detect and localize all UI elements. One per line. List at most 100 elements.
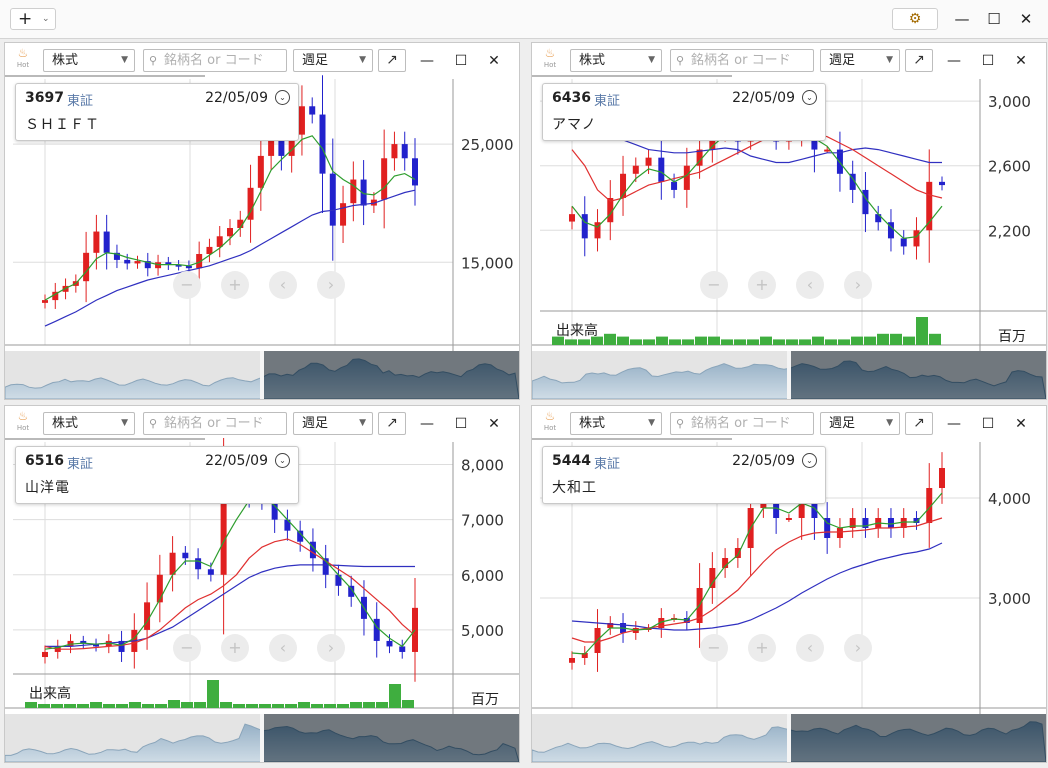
hot-button[interactable]: ♨ Hot xyxy=(539,47,561,73)
scroll-left-button[interactable]: ‹ xyxy=(796,634,824,662)
chevron-down-icon: ▼ xyxy=(121,418,128,428)
symbol-search-input[interactable]: ⚲ 銘柄名 or コード xyxy=(670,412,814,435)
chevron-down-icon[interactable]: ⌄ xyxy=(275,90,290,105)
panel-close-button[interactable]: ✕ xyxy=(488,53,500,69)
panel-minimize-button[interactable]: — xyxy=(420,416,434,432)
panel-close-button[interactable]: ✕ xyxy=(1015,416,1027,432)
period-select[interactable]: 週足 ▼ xyxy=(293,412,373,435)
panel-scroll-indicator xyxy=(5,75,205,77)
zoom-in-button[interactable]: + xyxy=(748,271,776,299)
chevron-down-icon[interactable]: ⌄ xyxy=(802,453,817,468)
candle xyxy=(386,640,393,647)
panel-minimize-button[interactable]: — xyxy=(947,416,961,432)
panel-close-button[interactable]: ✕ xyxy=(1015,53,1027,69)
window-maximize-button[interactable]: ☐ xyxy=(987,10,1001,28)
panel-maximize-button[interactable]: ☐ xyxy=(454,416,468,432)
volume-bar xyxy=(285,704,297,708)
volume-bar xyxy=(812,336,824,345)
volume-bar xyxy=(324,704,336,708)
market-select[interactable]: 株式 ▼ xyxy=(570,412,662,435)
market-select[interactable]: 株式 ▼ xyxy=(43,49,135,72)
volume-bar xyxy=(656,336,668,345)
volume-bar xyxy=(129,702,141,708)
zoom-out-button[interactable]: − xyxy=(700,271,728,299)
popout-button[interactable]: ↗ xyxy=(378,412,406,435)
window-minimize-button[interactable]: — xyxy=(954,10,970,28)
candle xyxy=(329,173,336,226)
symbol-search-input[interactable]: ⚲ 銘柄名 or コード xyxy=(143,49,287,72)
scroll-right-button[interactable]: › xyxy=(844,271,872,299)
zoom-in-button[interactable]: + xyxy=(221,634,249,662)
candle xyxy=(322,558,329,575)
period-select[interactable]: 週足 ▼ xyxy=(820,412,900,435)
window-close-button[interactable]: ✕ xyxy=(1019,10,1033,28)
panel-maximize-button[interactable]: ☐ xyxy=(454,53,468,69)
candle xyxy=(319,114,326,174)
overview-unselected xyxy=(532,351,788,399)
market-label: 東証 xyxy=(594,457,621,472)
stock-name: アマノ xyxy=(552,117,597,133)
symbol-search-input[interactable]: ⚲ 銘柄名 or コード xyxy=(143,412,287,435)
hot-button[interactable]: ♨ Hot xyxy=(12,47,34,73)
chevron-down-icon: ▼ xyxy=(886,418,893,428)
ma-long-line xyxy=(571,542,943,631)
stock-info-box: 6436 東証 22/05/09 ⌄ アマノ xyxy=(542,83,826,141)
panel-close-button[interactable]: ✕ xyxy=(488,416,500,432)
zoom-out-button[interactable]: − xyxy=(173,634,201,662)
scroll-right-button[interactable]: › xyxy=(844,634,872,662)
volume-unit-label: 百万 xyxy=(471,692,499,708)
panel-minimize-button[interactable]: — xyxy=(947,53,961,69)
candle xyxy=(607,198,614,223)
date-label: 22/05/09 xyxy=(205,453,268,469)
panel-maximize-button[interactable]: ☐ xyxy=(981,53,995,69)
y-tick-label: 3,000 xyxy=(988,590,1031,608)
volume-bar xyxy=(903,336,915,345)
candle xyxy=(849,518,856,528)
volume-bar xyxy=(747,339,759,345)
settings-button[interactable]: ⚙ xyxy=(892,8,938,30)
zoom-in-button[interactable]: + xyxy=(748,634,776,662)
overview-window xyxy=(263,351,519,399)
scroll-right-button[interactable]: › xyxy=(317,634,345,662)
candle xyxy=(185,265,192,269)
scroll-left-button[interactable]: ‹ xyxy=(269,634,297,662)
search-icon: ⚲ xyxy=(676,54,685,67)
market-select[interactable]: 株式 ▼ xyxy=(43,412,135,435)
chevron-down-icon[interactable]: ⌄ xyxy=(802,90,817,105)
chart-panel-6436: ♨ Hot 株式 ▼ ⚲ 銘柄名 or コード 週足 ▼ ↗ — ☐ ✕ 3,0… xyxy=(531,42,1047,400)
scroll-left-button[interactable]: ‹ xyxy=(269,271,297,299)
add-chart-button[interactable]: + ⌄ xyxy=(10,8,56,30)
candle xyxy=(80,640,87,644)
hot-button[interactable]: ♨ Hot xyxy=(539,410,561,436)
candle xyxy=(216,236,223,247)
hot-button[interactable]: ♨ Hot xyxy=(12,410,34,436)
candle xyxy=(155,262,162,269)
flame-icon: ♨ xyxy=(544,46,556,60)
popout-button[interactable]: ↗ xyxy=(905,49,933,72)
zoom-out-button[interactable]: − xyxy=(700,634,728,662)
y-tick-label: 15,000 xyxy=(461,254,514,272)
panel-minimize-button[interactable]: — xyxy=(420,53,434,69)
panel-maximize-button[interactable]: ☐ xyxy=(981,416,995,432)
candle xyxy=(175,264,182,267)
period-select[interactable]: 週足 ▼ xyxy=(820,49,900,72)
panel-toolbar: ♨ Hot 株式 ▼ ⚲ 銘柄名 or コード 週足 ▼ ↗ — ☐ ✕ xyxy=(532,43,1046,75)
scroll-right-button[interactable]: › xyxy=(317,271,345,299)
scroll-left-button[interactable]: ‹ xyxy=(796,271,824,299)
period-select[interactable]: 週足 ▼ xyxy=(293,49,373,72)
candle xyxy=(709,133,716,150)
volume-bar xyxy=(643,339,655,345)
chevron-down-icon[interactable]: ⌄ xyxy=(275,453,290,468)
zoom-out-button[interactable]: − xyxy=(173,271,201,299)
candle xyxy=(709,568,716,588)
zoom-in-button[interactable]: + xyxy=(221,271,249,299)
candle xyxy=(134,261,141,264)
candle xyxy=(887,518,894,528)
symbol-search-input[interactable]: ⚲ 銘柄名 or コード xyxy=(670,49,814,72)
candle xyxy=(722,558,729,568)
market-select[interactable]: 株式 ▼ xyxy=(570,49,662,72)
ma-short-line xyxy=(571,492,943,655)
popout-button[interactable]: ↗ xyxy=(905,412,933,435)
popout-button[interactable]: ↗ xyxy=(378,49,406,72)
candle xyxy=(297,530,304,542)
